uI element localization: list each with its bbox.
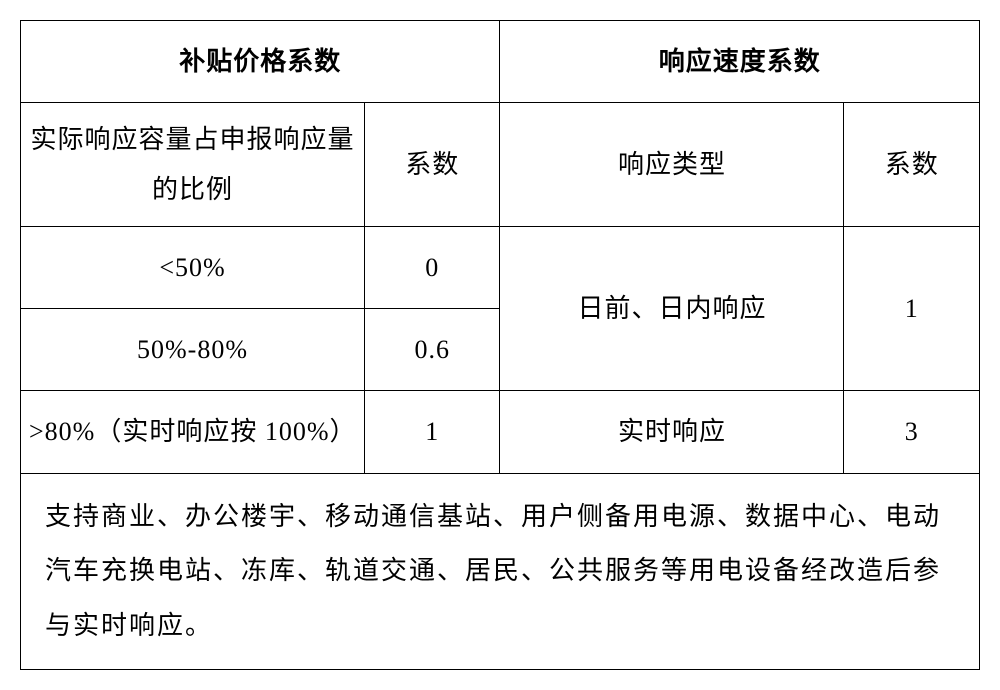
row12-speed-coeff: 1 — [844, 226, 980, 390]
response-type-label: 响应类型 — [500, 103, 844, 227]
row2-coeff: 0.6 — [364, 309, 500, 391]
table-footer-row: 支持商业、办公楼宇、移动通信基站、用户侧备用电源、数据中心、电动汽车充换电站、冻… — [21, 473, 980, 670]
table-row: <50% 0 日前、日内响应 1 — [21, 226, 980, 308]
subsidy-group-header: 补贴价格系数 — [21, 21, 500, 103]
coefficient-table: 补贴价格系数 响应速度系数 实际响应容量占申报响应量的比例 系数 响应类型 系数… — [20, 20, 980, 670]
row12-response-type: 日前、日内响应 — [500, 226, 844, 390]
row2-ratio: 50%-80% — [21, 309, 365, 391]
table-row: >80%（实时响应按 100%） 1 实时响应 3 — [21, 391, 980, 473]
row3-speed-coeff: 3 — [844, 391, 980, 473]
row3-response-type: 实时响应 — [500, 391, 844, 473]
row3-coeff: 1 — [364, 391, 500, 473]
table-subheader-row: 实际响应容量占申报响应量的比例 系数 响应类型 系数 — [21, 103, 980, 227]
footer-note: 支持商业、办公楼宇、移动通信基站、用户侧备用电源、数据中心、电动汽车充换电站、冻… — [21, 473, 980, 670]
speed-group-header: 响应速度系数 — [500, 21, 980, 103]
row1-ratio: <50% — [21, 226, 365, 308]
row1-coeff: 0 — [364, 226, 500, 308]
ratio-label: 实际响应容量占申报响应量的比例 — [21, 103, 365, 227]
coeff-label-2: 系数 — [844, 103, 980, 227]
coeff-label-1: 系数 — [364, 103, 500, 227]
table-header-row: 补贴价格系数 响应速度系数 — [21, 21, 980, 103]
row3-ratio: >80%（实时响应按 100%） — [21, 391, 365, 473]
